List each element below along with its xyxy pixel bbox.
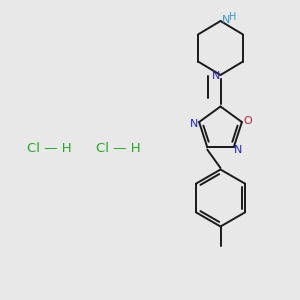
Text: N: N [234,145,242,155]
Text: N: N [190,118,198,128]
Text: O: O [244,116,252,125]
Text: Cl — H: Cl — H [96,142,141,155]
Text: H: H [229,11,236,22]
Text: N: N [222,15,230,25]
Text: N: N [212,71,220,81]
Text: Cl — H: Cl — H [27,142,72,155]
